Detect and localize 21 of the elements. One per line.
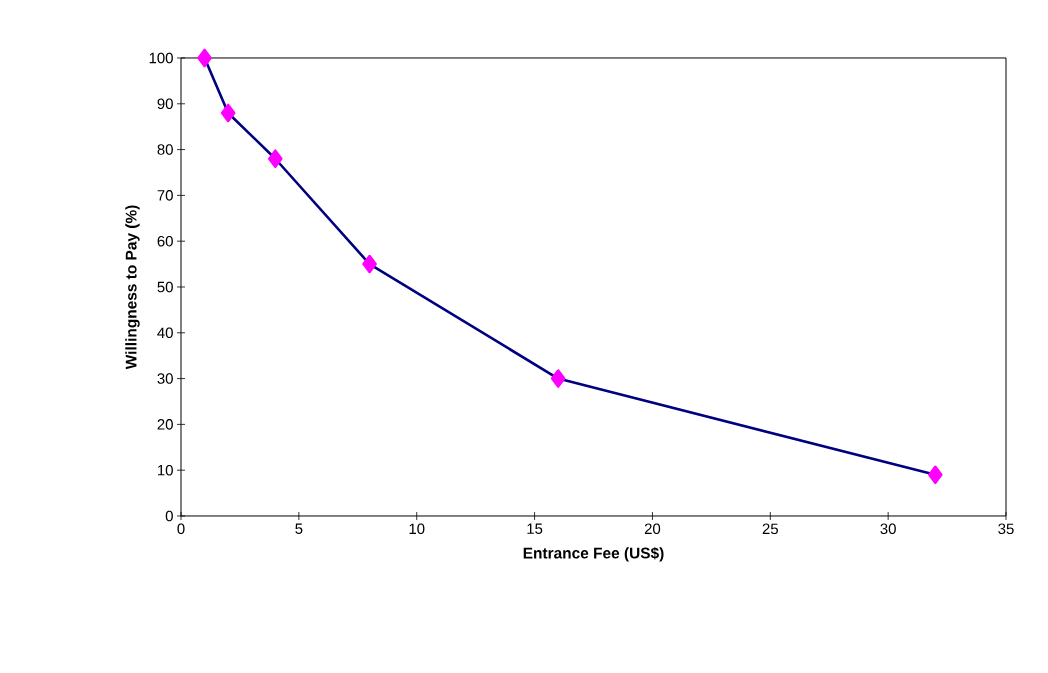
- x-tick-label: 15: [527, 523, 543, 534]
- y-tick-label: 40: [157, 327, 173, 339]
- y-tick-label: 0: [165, 510, 173, 522]
- y-tick-label: 20: [157, 419, 173, 430]
- y-tick-label: 10: [158, 464, 173, 476]
- x-tick-label: 10: [409, 523, 425, 535]
- x-tick-label: 5: [295, 523, 303, 534]
- y-tick-label: 60: [157, 235, 173, 247]
- y-axis-title: Willingness to Pay (%): [125, 205, 140, 370]
- y-tick-label: 70: [157, 190, 173, 201]
- x-tick-label: 25: [762, 523, 778, 535]
- x-tick-label: 35: [998, 523, 1014, 535]
- y-tick-label: 100: [149, 52, 173, 64]
- y-tick-label: 80: [157, 144, 173, 155]
- x-tick-label: 0: [177, 523, 185, 535]
- x-tick-label: 30: [880, 523, 896, 535]
- y-tick-label: 90: [157, 98, 173, 110]
- x-tick-label: 20: [644, 523, 661, 535]
- y-tick-label: 30: [157, 373, 173, 384]
- y-tick-label: 50: [157, 281, 173, 293]
- x-axis-title: Entrance Fee (US$): [523, 546, 664, 562]
